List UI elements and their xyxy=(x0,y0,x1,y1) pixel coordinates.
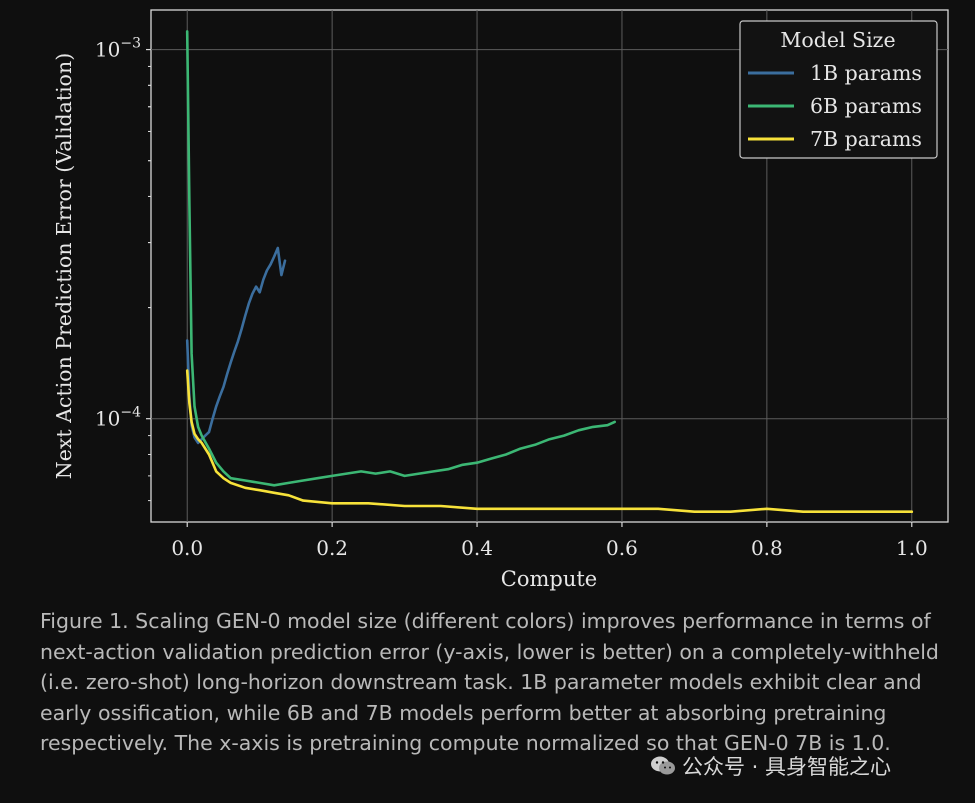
x-tick-label: 0.6 xyxy=(606,536,638,560)
legend-title: Model Size xyxy=(780,28,895,52)
series-lines xyxy=(185,30,914,514)
legend: Model Size 1B params 6B params 7B params xyxy=(739,20,938,159)
y-tick-base: 10 xyxy=(95,407,120,431)
line-chart: 0.0 0.2 0.4 0.6 0.8 1.0 10−310−4 Compute Next… xyxy=(52,9,949,591)
y-tick-label: 10−3 xyxy=(95,36,141,62)
y-tick-label: 10−4 xyxy=(95,405,141,431)
legend-label: 1B params xyxy=(810,61,922,85)
x-tick-label: 0.0 xyxy=(171,536,203,560)
plot-area xyxy=(150,9,949,523)
y-tick-exponent: −4 xyxy=(120,405,141,421)
x-tick-label: 1.0 xyxy=(896,536,928,560)
watermark-text: 公众号 · 具身智能之心 xyxy=(682,755,892,779)
wechat-icon xyxy=(651,756,675,775)
x-axis-label: Compute xyxy=(501,567,597,591)
figure-caption: Figure 1. Scaling GEN-0 model size (diff… xyxy=(40,609,939,755)
series-line-2 xyxy=(185,30,617,487)
watermark: 公众号 · 具身智能之心 xyxy=(650,752,891,780)
y-tick-exponent: −3 xyxy=(120,36,141,52)
legend-label: 6B params xyxy=(810,94,922,118)
legend-box xyxy=(739,20,938,159)
x-axis-ticks: 0.0 0.2 0.4 0.6 0.8 1.0 xyxy=(171,522,928,560)
x-tick-label: 0.8 xyxy=(751,536,783,560)
y-axis-ticks: 10−310−4 xyxy=(95,36,151,502)
legend-label: 7B params xyxy=(810,127,922,151)
y-axis-label: Next Action Prediction Error (Validation… xyxy=(52,53,76,479)
y-tick-base: 10 xyxy=(95,38,120,62)
x-tick-label: 0.4 xyxy=(461,536,493,560)
x-tick-label: 0.2 xyxy=(316,536,348,560)
series-line-3 xyxy=(185,369,914,514)
series-line-1 xyxy=(185,246,287,445)
